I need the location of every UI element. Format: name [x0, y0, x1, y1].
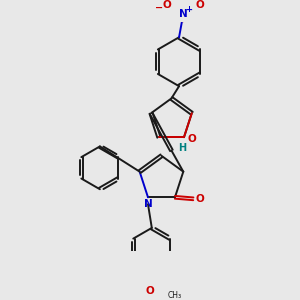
Text: H: H: [178, 143, 186, 153]
Text: O: O: [195, 0, 204, 10]
Text: O: O: [196, 194, 205, 204]
Text: O: O: [145, 286, 154, 296]
Text: N: N: [144, 199, 153, 209]
Text: O: O: [187, 134, 196, 145]
Text: CH₃: CH₃: [168, 291, 182, 300]
Text: −: −: [155, 3, 163, 13]
Text: O: O: [163, 0, 171, 10]
Text: N: N: [178, 9, 187, 19]
Text: +: +: [185, 5, 193, 14]
